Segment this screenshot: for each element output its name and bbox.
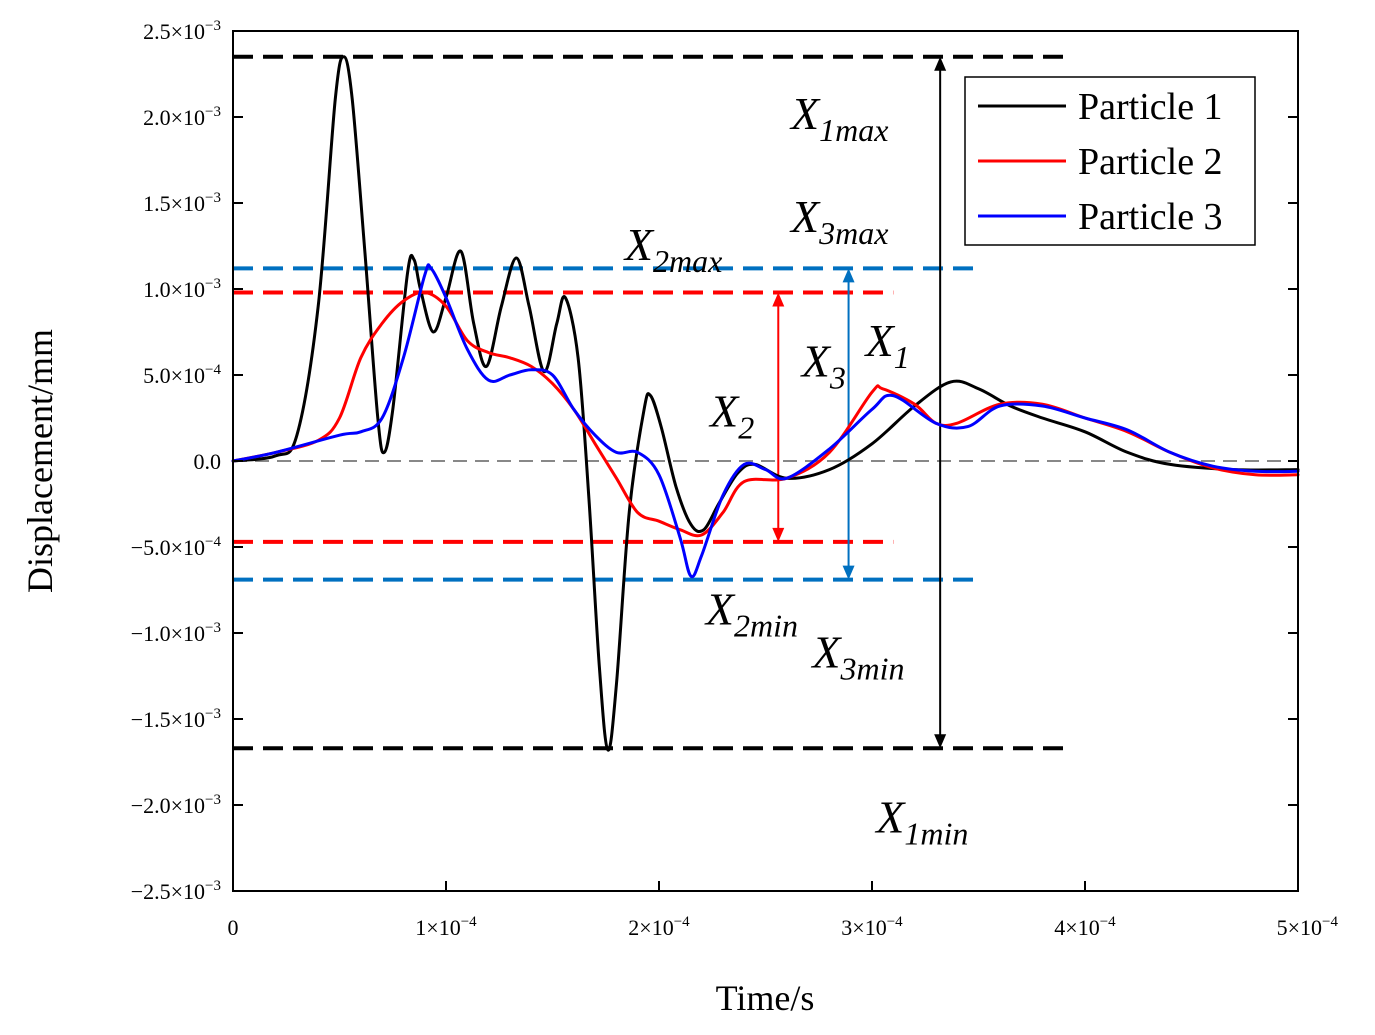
series-line-particle-1 (231, 55, 1300, 752)
range-arrow-x2-head-top (772, 292, 785, 307)
x-axis-title: Time/s (716, 978, 815, 1018)
series-line-particle-3 (231, 263, 1300, 579)
annotation-x1: X1 (864, 315, 910, 375)
range-arrow-x2-head-bottom (772, 527, 785, 542)
annotation-x3max: X3max (789, 191, 888, 251)
y-tick-label: −2.5×10−3 (131, 878, 221, 904)
annotation-x1min: X1min (874, 792, 968, 852)
y-tick-label: 2.0×10−3 (143, 104, 221, 130)
range-arrow-x3-head-top (842, 268, 855, 283)
annotation-x3min: X3min (810, 626, 904, 686)
annotation-x3: X3 (800, 336, 846, 396)
y-tick-label: 1.5×10−3 (143, 190, 221, 216)
range-arrows (772, 56, 947, 749)
legend-label-particle-2: Particle 2 (1078, 141, 1223, 183)
x-tick-label: 5×10−4 (1277, 914, 1339, 940)
y-tick-label: −2.0×10−3 (131, 792, 221, 818)
y-tick-label: −1.5×10−3 (131, 706, 221, 732)
legend-label-particle-1: Particle 1 (1078, 86, 1223, 128)
annotation-x2: X2 (708, 386, 754, 446)
series-line-particle-2 (231, 290, 1300, 538)
range-arrow-x1-head-top (934, 56, 947, 71)
y-tick-label: 1.0×10−3 (143, 276, 221, 302)
y-tick-label: 2.5×10−3 (143, 18, 221, 44)
y-tick-label: −5.0×10−4 (131, 534, 222, 560)
x-tick-label: 2×10−4 (628, 914, 690, 940)
axis-ticks: 0 1×10−4 2×10−4 3×10−4 4×10−4 5×10−4 2.5×10−3 2… (131, 18, 1339, 940)
x-tick-label: 4×10−4 (1054, 914, 1116, 940)
y-tick-label: 5.0×10−4 (143, 362, 221, 388)
legend: Particle 1 Particle 2 Particle 3 (964, 76, 1256, 246)
x-tick-label: 1×10−4 (415, 914, 477, 940)
y-tick-label: −1.0×10−3 (131, 620, 221, 646)
y-axis-title: Displacement/mm (20, 329, 60, 593)
legend-label-particle-3: Particle 3 (1078, 196, 1223, 238)
annotation-x2min: X2min (704, 583, 798, 643)
x-tick-label: 0 (228, 915, 239, 940)
range-arrow-x3-head-bottom (842, 565, 855, 580)
series-lines (231, 55, 1300, 752)
y-tick-label: 0.0 (194, 449, 222, 474)
annotation-x1max: X1max (789, 88, 888, 148)
x-tick-label: 3×10−4 (841, 914, 903, 940)
range-arrow-x1-head-bottom (934, 734, 947, 749)
reference-lines (233, 54, 1298, 751)
annotation-x2max: X2max (623, 219, 722, 279)
